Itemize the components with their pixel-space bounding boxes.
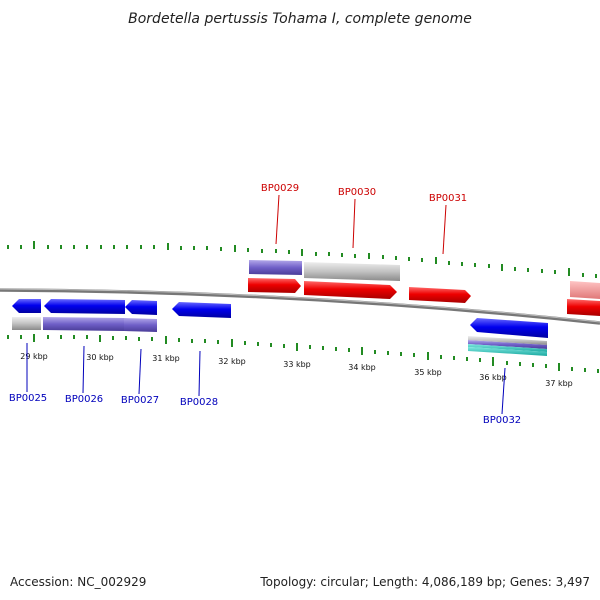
gene-arrow-BP0025[interactable] <box>12 299 41 313</box>
scale-label: 36 kbp <box>479 373 507 382</box>
scale-label: 35 kbp <box>414 368 442 377</box>
gene-label-BP0027[interactable]: BP0027 <box>121 395 159 406</box>
scale-label: 37 kbp <box>545 379 573 388</box>
genome-backbone-highlight <box>0 288 600 323</box>
accession-text: Accession: NC_002929 <box>10 575 146 589</box>
annotation-bar[interactable] <box>12 317 41 330</box>
gene-label-BP0026[interactable]: BP0026 <box>65 394 103 405</box>
gene-arrow-forward-partial[interactable] <box>567 299 600 316</box>
scale-label: 30 kbp <box>86 353 114 362</box>
scale-label: 33 kbp <box>283 360 311 369</box>
genome-summary-text: Topology: circular; Length: 4,086,189 bp… <box>259 575 590 589</box>
map-title: Bordetella pertussis Tohama I, complete … <box>128 11 472 27</box>
gene-arrow-BP0029[interactable] <box>248 278 301 293</box>
annotation-bar[interactable] <box>249 260 302 275</box>
reverse-annotation-track <box>12 317 547 356</box>
annotation-bar[interactable] <box>468 340 547 349</box>
upper-tick-row <box>7 241 597 278</box>
gene-label-BP0029[interactable]: BP0029 <box>261 183 299 194</box>
lower-tick-row <box>7 334 599 373</box>
gene-arrow-BP0030[interactable] <box>304 281 397 299</box>
gene-label-BP0032[interactable]: BP0032 <box>483 415 521 426</box>
gene-label-BP0028[interactable]: BP0028 <box>180 397 218 408</box>
scale-label: 32 kbp <box>218 357 246 366</box>
gene-label-BP0030[interactable]: BP0030 <box>338 187 376 198</box>
gene-labels-reverse: BP0025 BP0026 BP0027 BP0028 BP0032 <box>9 393 521 426</box>
forward-cds-track <box>248 278 600 316</box>
annotation-bar[interactable] <box>304 262 400 281</box>
gene-arrow-BP0027[interactable] <box>125 300 157 315</box>
genome-backbone <box>0 288 600 325</box>
leader-lines-forward <box>275 194 447 255</box>
annotation-bar[interactable] <box>43 317 124 331</box>
forward-annotation-track <box>249 260 600 299</box>
annotation-bar[interactable] <box>468 344 547 352</box>
reverse-cds-track <box>12 299 548 338</box>
leader-lines-reverse <box>26 343 506 415</box>
annotation-bar[interactable] <box>468 347 547 356</box>
gene-arrow-BP0031[interactable] <box>409 287 471 303</box>
annotation-bar[interactable] <box>468 336 547 345</box>
gene-arrow-BP0026[interactable] <box>44 299 125 314</box>
scale-label: 34 kbp <box>348 363 376 372</box>
gene-label-BP0025[interactable]: BP0025 <box>9 393 47 404</box>
scale-label: 31 kbp <box>152 354 180 363</box>
gene-arrow-BP0028[interactable] <box>172 302 231 318</box>
gene-labels-forward: BP0029 BP0030 BP0031 <box>261 183 467 204</box>
scale-label: 29 kbp <box>20 352 48 361</box>
annotation-bar[interactable] <box>570 281 600 299</box>
annotation-bar[interactable] <box>124 318 157 332</box>
gene-arrow-BP0032[interactable] <box>470 318 548 338</box>
scale-labels: 29 kbp 30 kbp 31 kbp 32 kbp 33 kbp 34 kb… <box>20 352 573 388</box>
gene-label-BP0031[interactable]: BP0031 <box>429 193 467 204</box>
